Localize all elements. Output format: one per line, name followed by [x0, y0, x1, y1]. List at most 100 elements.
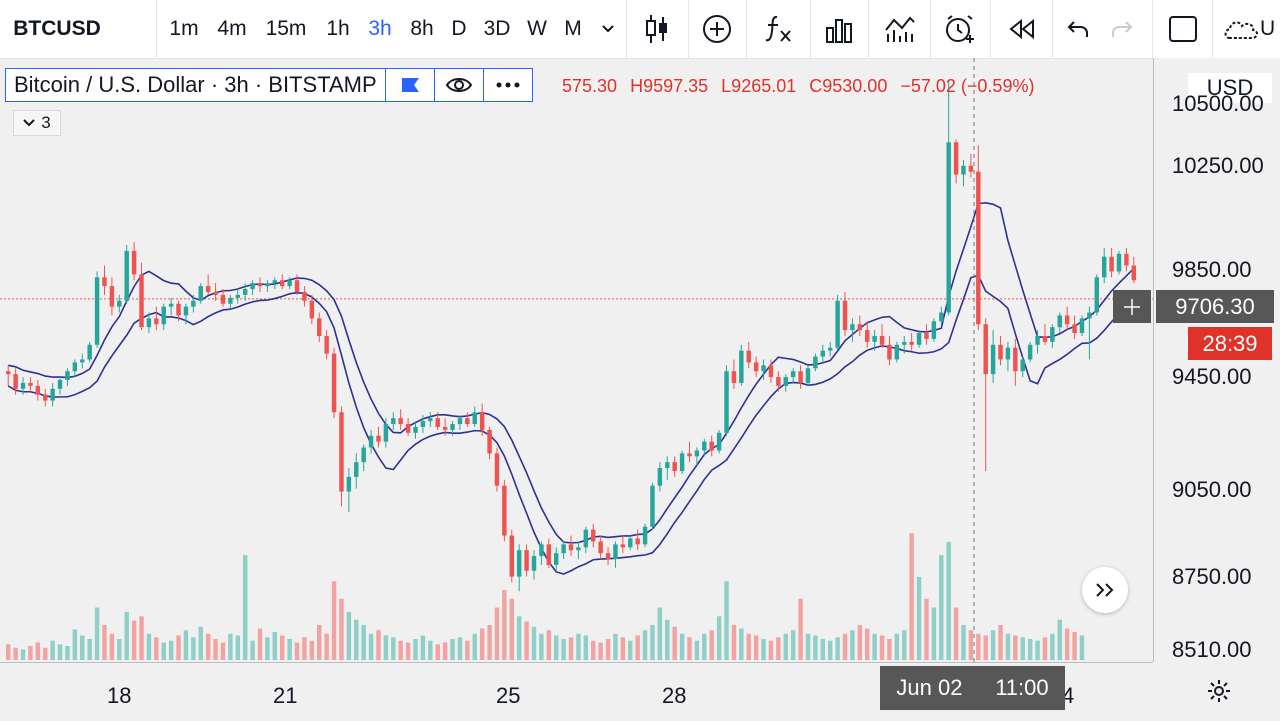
- candle-body: [383, 424, 389, 442]
- candle-body: [1124, 253, 1129, 266]
- scroll-to-realtime-button[interactable]: [1082, 567, 1128, 613]
- financials-bars-icon[interactable]: [816, 0, 862, 58]
- volume-bar: [339, 598, 344, 660]
- interval-dropdown-chevron-down-icon[interactable]: [594, 0, 622, 58]
- toolbar-divider: [1052, 0, 1053, 58]
- symbol-legend[interactable]: Bitcoin / U.S. Dollar · 3h · BITSTAMP: [5, 68, 533, 102]
- flag-button[interactable]: [384, 69, 434, 101]
- interval-3d-button[interactable]: 3D: [478, 0, 516, 58]
- last-price-tag: 9706.30: [1156, 290, 1274, 323]
- band-lower-line: [7, 274, 1135, 575]
- candle-body: [1116, 253, 1122, 272]
- volume-bar: [761, 639, 766, 660]
- templates-chart-icon[interactable]: [874, 0, 926, 58]
- indicators-fx-icon[interactable]: [752, 0, 804, 58]
- symbol-search-button[interactable]: BTCUSD: [0, 0, 114, 58]
- volume-bar: [546, 630, 552, 660]
- candle-body: [790, 371, 796, 378]
- volume-bar: [442, 642, 448, 660]
- volume-bar: [131, 620, 137, 660]
- interval-m-button[interactable]: M: [558, 0, 588, 58]
- candle-body: [13, 374, 18, 389]
- candles-chart-type-icon[interactable]: [632, 0, 682, 58]
- candle-body: [613, 544, 618, 560]
- candle-body: [1064, 315, 1070, 325]
- toolbar-divider: [1212, 0, 1213, 58]
- volume-bar: [916, 576, 922, 660]
- interval-15m-button[interactable]: 15m: [262, 0, 310, 58]
- candle-body: [294, 280, 300, 292]
- volume-bar: [790, 630, 796, 660]
- interval-w-button[interactable]: W: [522, 0, 552, 58]
- interval-label: 15m: [265, 17, 307, 40]
- candle-body: [235, 294, 241, 298]
- candle-body: [761, 365, 766, 372]
- candle-body: [287, 280, 292, 287]
- price-axis[interactable]: [1153, 58, 1280, 662]
- toolbar-divider: [930, 0, 931, 58]
- time-axis[interactable]: [0, 662, 1153, 721]
- interval-1h-button[interactable]: 1h: [320, 0, 356, 58]
- fullscreen-square-icon[interactable]: [1160, 0, 1206, 58]
- candle-body: [65, 371, 70, 381]
- volume-bar: [183, 630, 189, 660]
- candle-body: [909, 341, 914, 345]
- interval-label: 1h: [326, 17, 350, 40]
- volume-bar: [783, 633, 788, 660]
- volume-bar: [87, 639, 92, 660]
- candle-body: [398, 418, 403, 425]
- candle-body: [850, 324, 855, 331]
- currency-label[interactable]: USD: [1188, 73, 1272, 103]
- candle-body: [435, 418, 440, 427]
- volume-bar: [605, 639, 611, 660]
- volume-bar: [228, 633, 233, 660]
- candle-body: [694, 450, 700, 457]
- interval-d-button[interactable]: D: [444, 0, 474, 58]
- candle-body: [783, 377, 788, 386]
- toolbar-divider: [990, 0, 991, 58]
- visibility-button[interactable]: [433, 69, 483, 101]
- candle-body: [879, 335, 885, 345]
- volume-bar: [13, 647, 18, 660]
- volume-bar: [776, 637, 781, 660]
- candle-body: [665, 462, 670, 469]
- indicators-toggle-button[interactable]: 3: [13, 110, 61, 136]
- redo-icon[interactable]: [1102, 0, 1142, 58]
- volume-bar: [420, 635, 426, 660]
- interval-4m-button[interactable]: 4m: [212, 0, 252, 58]
- interval-3h-button[interactable]: 3h: [362, 0, 398, 58]
- volume-bar: [168, 640, 174, 660]
- candle-body: [1013, 347, 1018, 372]
- alert-clock-icon[interactable]: [936, 0, 984, 58]
- ohlc-change: −57.02 (−0.59%): [900, 76, 1035, 96]
- save-cloud-button[interactable]: U: [1222, 0, 1280, 58]
- interval-1m-button[interactable]: 1m: [164, 0, 204, 58]
- replay-rewind-icon[interactable]: [996, 0, 1048, 58]
- candle-body: [561, 544, 566, 554]
- candle-body: [887, 344, 892, 360]
- interval-8h-button[interactable]: 8h: [404, 0, 440, 58]
- volume-bar: [50, 640, 55, 660]
- candle-body: [827, 347, 833, 351]
- price-chart[interactable]: [0, 58, 1153, 662]
- undo-icon[interactable]: [1058, 0, 1098, 58]
- candle-body: [998, 344, 1003, 360]
- crosshair-date: Jun 02: [896, 675, 963, 700]
- candle-body: [724, 371, 729, 433]
- compare-add-icon[interactable]: [694, 0, 740, 58]
- settings-gear-icon[interactable]: [1205, 677, 1233, 710]
- eye-icon: [445, 78, 472, 92]
- volume-bar: [43, 647, 48, 660]
- candle-body: [413, 426, 418, 433]
- ohlc-open: 575.30: [562, 76, 618, 96]
- more-button[interactable]: [482, 69, 532, 101]
- volume-bar: [405, 642, 411, 660]
- add-horizontal-line-button[interactable]: [1113, 290, 1151, 323]
- volume-bar: [1020, 637, 1025, 660]
- candle-body: [865, 330, 870, 342]
- volume-bar: [628, 640, 633, 660]
- volume-bar: [613, 633, 618, 660]
- candle-body: [642, 526, 648, 545]
- volume-bar: [516, 616, 522, 660]
- candle-body: [265, 283, 270, 287]
